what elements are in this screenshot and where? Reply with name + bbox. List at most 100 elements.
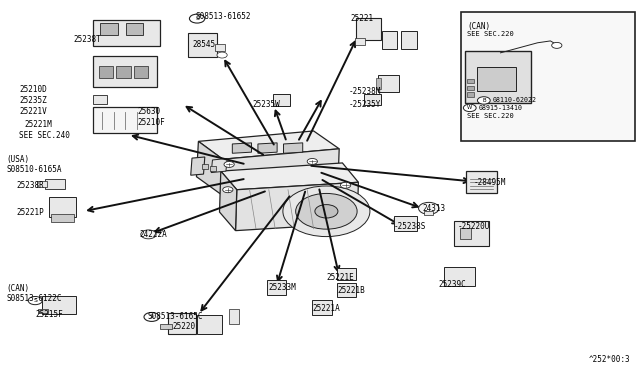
Circle shape bbox=[463, 104, 476, 112]
FancyBboxPatch shape bbox=[51, 214, 74, 222]
Text: 25221M: 25221M bbox=[24, 120, 52, 129]
Bar bbox=[477, 67, 516, 91]
FancyBboxPatch shape bbox=[49, 197, 76, 217]
FancyBboxPatch shape bbox=[100, 23, 118, 35]
FancyBboxPatch shape bbox=[134, 66, 148, 78]
Bar bbox=[37, 181, 47, 187]
Polygon shape bbox=[236, 182, 358, 231]
Text: SEE SEC.220: SEE SEC.220 bbox=[467, 31, 514, 37]
Circle shape bbox=[315, 205, 338, 218]
Text: (CAN): (CAN) bbox=[467, 22, 490, 31]
FancyBboxPatch shape bbox=[312, 300, 332, 315]
FancyBboxPatch shape bbox=[99, 66, 113, 78]
Text: 24222A: 24222A bbox=[140, 230, 167, 239]
Bar bbox=[45, 179, 65, 189]
Bar bbox=[229, 309, 239, 324]
Text: 25221: 25221 bbox=[351, 14, 374, 23]
Circle shape bbox=[223, 187, 233, 193]
Text: 25235W: 25235W bbox=[253, 100, 280, 109]
FancyBboxPatch shape bbox=[465, 51, 531, 103]
FancyBboxPatch shape bbox=[444, 267, 475, 286]
Text: ^252*00:3: ^252*00:3 bbox=[589, 355, 630, 364]
FancyBboxPatch shape bbox=[188, 33, 217, 57]
Circle shape bbox=[28, 296, 42, 305]
Circle shape bbox=[296, 193, 357, 229]
Text: 25239C: 25239C bbox=[438, 280, 466, 289]
Bar bbox=[461, 12, 635, 141]
Text: -25220U: -25220U bbox=[458, 222, 490, 231]
Circle shape bbox=[477, 97, 490, 104]
Polygon shape bbox=[196, 141, 223, 194]
Text: 25221P: 25221P bbox=[16, 208, 44, 217]
Bar bbox=[376, 78, 381, 89]
FancyBboxPatch shape bbox=[93, 56, 157, 87]
Circle shape bbox=[141, 230, 156, 239]
FancyBboxPatch shape bbox=[197, 315, 222, 334]
Circle shape bbox=[224, 161, 234, 167]
Bar bbox=[355, 38, 365, 45]
Text: 25630: 25630 bbox=[138, 107, 161, 116]
Polygon shape bbox=[220, 171, 237, 231]
FancyBboxPatch shape bbox=[273, 94, 290, 106]
Circle shape bbox=[189, 14, 205, 23]
Text: 25238R: 25238R bbox=[16, 182, 44, 190]
Bar bbox=[467, 86, 474, 90]
Text: SEE SEC.240: SEE SEC.240 bbox=[19, 131, 70, 140]
Text: B: B bbox=[482, 98, 486, 103]
Circle shape bbox=[283, 186, 370, 237]
Text: S08513-6122C: S08513-6122C bbox=[6, 294, 62, 303]
Polygon shape bbox=[221, 163, 358, 190]
FancyBboxPatch shape bbox=[454, 221, 489, 246]
Text: 25215F: 25215F bbox=[35, 310, 63, 319]
Text: 25238T: 25238T bbox=[74, 35, 101, 44]
Circle shape bbox=[419, 202, 439, 214]
Text: S: S bbox=[150, 314, 154, 320]
Polygon shape bbox=[258, 143, 277, 153]
Polygon shape bbox=[221, 149, 339, 194]
Text: S08513-6165C: S08513-6165C bbox=[147, 312, 203, 321]
Text: 08915-13410: 08915-13410 bbox=[479, 105, 523, 111]
Bar bbox=[38, 309, 48, 313]
Bar bbox=[460, 228, 471, 239]
Text: -25235Y: -25235Y bbox=[349, 100, 381, 109]
Text: 25221B: 25221B bbox=[338, 286, 365, 295]
Circle shape bbox=[552, 42, 562, 48]
Circle shape bbox=[307, 158, 317, 164]
Text: -28495M: -28495M bbox=[474, 178, 506, 187]
FancyBboxPatch shape bbox=[337, 283, 356, 297]
FancyBboxPatch shape bbox=[364, 94, 381, 105]
FancyBboxPatch shape bbox=[93, 20, 160, 46]
Bar bbox=[215, 44, 225, 51]
Text: S: S bbox=[195, 16, 199, 21]
FancyBboxPatch shape bbox=[267, 280, 286, 295]
Text: 25235Z: 25235Z bbox=[19, 96, 47, 105]
Text: (USA): (USA) bbox=[6, 155, 29, 164]
Bar bbox=[424, 211, 433, 215]
FancyBboxPatch shape bbox=[394, 216, 417, 231]
Text: -25238M: -25238M bbox=[349, 87, 381, 96]
FancyBboxPatch shape bbox=[382, 31, 397, 49]
Text: 25221E: 25221E bbox=[326, 273, 354, 282]
Text: -25238S: -25238S bbox=[394, 222, 426, 231]
Text: 25221A: 25221A bbox=[312, 304, 340, 312]
Bar bbox=[467, 79, 474, 83]
Text: 25210D: 25210D bbox=[19, 85, 47, 94]
Text: S08513-61652: S08513-61652 bbox=[195, 12, 251, 21]
FancyBboxPatch shape bbox=[337, 268, 356, 280]
Text: 28545: 28545 bbox=[192, 40, 215, 49]
FancyBboxPatch shape bbox=[466, 171, 497, 193]
Bar bbox=[210, 166, 216, 171]
Polygon shape bbox=[232, 143, 252, 153]
Circle shape bbox=[217, 52, 227, 58]
FancyBboxPatch shape bbox=[126, 23, 143, 35]
Text: 25220: 25220 bbox=[173, 322, 196, 331]
Text: 25233M: 25233M bbox=[269, 283, 296, 292]
FancyBboxPatch shape bbox=[42, 296, 76, 314]
Text: (CAN): (CAN) bbox=[6, 284, 29, 293]
Text: 24313: 24313 bbox=[422, 204, 445, 213]
Polygon shape bbox=[198, 131, 339, 159]
Text: S: S bbox=[33, 298, 37, 303]
FancyBboxPatch shape bbox=[356, 18, 381, 40]
Text: S08510-6165A: S08510-6165A bbox=[6, 165, 62, 174]
Polygon shape bbox=[191, 157, 205, 175]
